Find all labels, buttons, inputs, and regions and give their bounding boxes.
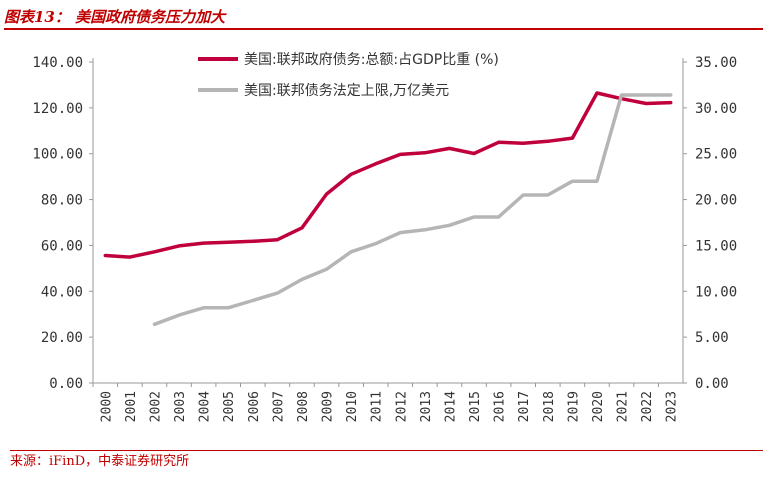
x-axis-ticks: 2000 2001 2002 2003 2004 2005 2006 2007 2008 2009… [92, 383, 680, 422]
x-tick-label: 2012 [394, 391, 409, 422]
left-tick-label: 20.00 [41, 330, 83, 346]
left-tick-label: 60.00 [41, 238, 83, 254]
x-tick-label: 2002 [148, 391, 163, 422]
x-tick-label: 2003 [173, 391, 188, 422]
x-tick-label: 2005 [222, 391, 237, 422]
left-tick-label: 100.00 [32, 147, 83, 163]
x-tick-label: 2010 [345, 391, 360, 422]
x-tick-label: 2017 [517, 391, 532, 422]
x-tick-label: 2016 [493, 391, 508, 422]
right-tick-label: 20.00 [695, 193, 737, 209]
figure-title: 图表13： 美国政府债务压力加大 [4, 6, 763, 30]
x-tick-label: 2020 [591, 391, 606, 422]
right-tick-label: 15.00 [695, 238, 737, 254]
x-tick-label: 2021 [616, 391, 631, 422]
x-tick-label: 2007 [271, 391, 286, 422]
x-tick-label: 2004 [198, 391, 213, 422]
right-tick-label: 0.00 [695, 376, 729, 392]
x-tick-label: 2011 [370, 391, 385, 422]
legend-label: 美国:联邦债务法定上限,万亿美元 [244, 83, 449, 99]
right-axis-ticks: 0.00 5.00 10.00 15.00 20.00 25.00 30.00 35.00 [683, 55, 737, 392]
x-tick-label: 2019 [566, 391, 581, 422]
right-tick-label: 35.00 [695, 55, 737, 71]
left-axis-ticks: 0.00 20.00 40.00 60.00 80.00 100.00 120.00 140.… [32, 55, 93, 392]
left-tick-label: 40.00 [41, 284, 83, 300]
chart-axes [92, 58, 684, 384]
series-lines [103, 91, 673, 327]
x-tick-label: 2006 [247, 391, 262, 422]
right-tick-label: 5.00 [695, 330, 729, 346]
right-tick-label: 25.00 [695, 147, 737, 163]
debt-to-gdp-line [103, 91, 673, 259]
right-tick-label: 10.00 [695, 284, 737, 300]
legend-label: 美国:联邦政府债务:总额:占GDP比重 (%) [244, 52, 499, 68]
left-tick-label: 120.00 [32, 101, 83, 117]
x-tick-label: 2000 [99, 391, 114, 422]
left-tick-label: 80.00 [41, 193, 83, 209]
x-tick-label: 2014 [443, 391, 458, 422]
debt-ceiling-line [152, 93, 673, 327]
x-tick-label: 2015 [468, 391, 483, 422]
x-tick-label: 2023 [665, 391, 680, 422]
x-tick-label: 2008 [296, 391, 311, 422]
x-tick-label: 2001 [124, 391, 139, 422]
right-tick-label: 30.00 [695, 101, 737, 117]
left-tick-label: 140.00 [32, 55, 83, 71]
x-tick-label: 2018 [542, 391, 557, 422]
left-tick-label: 0.00 [49, 376, 83, 392]
source-note: 来源：iFinD，中泰证券研究所 [10, 450, 763, 473]
x-tick-label: 2022 [640, 391, 655, 422]
x-tick-label: 2009 [321, 391, 336, 422]
legend: 美国:联邦政府债务:总额:占GDP比重 (%) 美国:联邦债务法定上限,万亿美元 [198, 52, 499, 99]
x-tick-label: 2013 [419, 391, 434, 422]
